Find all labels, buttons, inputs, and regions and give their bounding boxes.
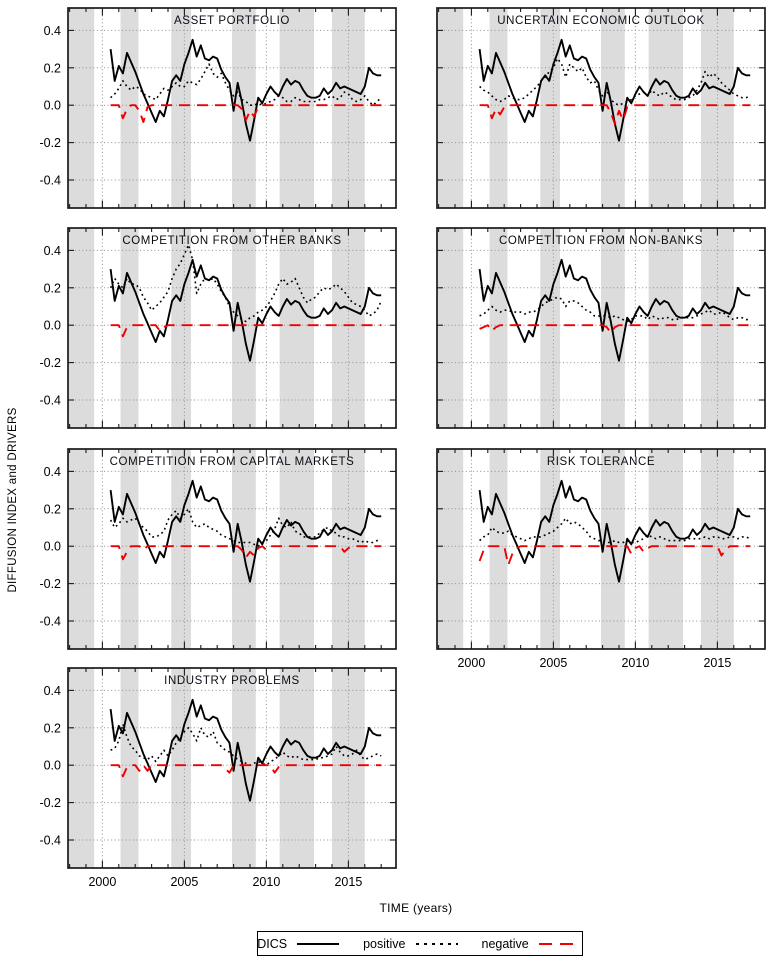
svg-text:0.2: 0.2 — [44, 502, 61, 516]
svg-text:-0.4: -0.4 — [39, 834, 61, 848]
legend: DICS positive negative — [257, 931, 583, 956]
svg-text:0.2: 0.2 — [44, 721, 61, 735]
svg-text:ASSET PORTFOLIO: ASSET PORTFOLIO — [174, 15, 290, 27]
competition-from-non-banks-chart: COMPETITION FROM NON-BANKS — [436, 227, 766, 429]
svg-text:2015: 2015 — [703, 656, 731, 670]
panel-asset-portfolio: ASSET PORTFOLIO 0.4 0.2 0.0 -0.2 -0.4 — [32, 2, 404, 234]
svg-text:2005: 2005 — [539, 656, 567, 670]
competition-from-other-banks-chart: COMPETITION FROM OTHER BANKS 0.4 0.2 0.0 -0.… — [39, 227, 397, 429]
risk-tolerance-chart: RISK TOLERANCE 2000 2005 2010 2015 — [436, 448, 766, 670]
legend-item-positive: positive — [363, 937, 459, 951]
svg-text:-0.2: -0.2 — [39, 577, 61, 591]
y-axis-label: DIFFUSION INDEX and DRIVERS — [7, 407, 19, 593]
svg-text:0.4: 0.4 — [44, 244, 61, 258]
legend-label-positive: positive — [363, 936, 406, 951]
svg-text:0.4: 0.4 — [44, 465, 61, 479]
uncertain-economic-outlook-chart: UNCERTAIN ECONOMIC OUTLOOK — [436, 7, 766, 209]
dotted-line-sample-icon — [415, 942, 458, 945]
svg-text:0.0: 0.0 — [44, 540, 61, 554]
svg-text:-0.4: -0.4 — [39, 394, 61, 408]
panel-industry-problems: INDUSTRY PROBLEMS 0.4 0.2 0.0 -0.2 -0.4 2000 20… — [32, 662, 404, 894]
svg-text:-0.4: -0.4 — [39, 174, 61, 188]
legend-label-dics: DICS — [257, 936, 288, 951]
panel-uncertain-economic-outlook: UNCERTAIN ECONOMIC OUTLOOK — [401, 2, 770, 234]
svg-text:2010: 2010 — [621, 656, 649, 670]
svg-text:INDUSTRY PROBLEMS: INDUSTRY PROBLEMS — [164, 675, 300, 687]
panel-competition-from-non-banks: COMPETITION FROM NON-BANKS — [401, 222, 770, 454]
svg-text:0.4: 0.4 — [44, 24, 61, 38]
svg-text:2005: 2005 — [170, 875, 198, 889]
svg-text:-0.2: -0.2 — [39, 796, 61, 810]
legend-label-negative: negative — [481, 936, 529, 951]
svg-text:-0.2: -0.2 — [39, 136, 61, 150]
svg-text:-0.4: -0.4 — [39, 615, 61, 629]
solid-line-sample-icon — [297, 942, 340, 945]
competition-from-capital-markets-chart: COMPETITION FROM CAPITAL MARKETS 0.4 0.2 0.… — [39, 448, 397, 650]
legend-item-dics: DICS — [257, 937, 341, 951]
svg-text:0.4: 0.4 — [44, 684, 61, 698]
svg-text:COMPETITION FROM OTHER BANKS: COMPETITION FROM OTHER BANKS — [122, 235, 341, 247]
svg-text:COMPETITION FROM CAPITAL MARKE: COMPETITION FROM CAPITAL MARKETS — [110, 456, 355, 468]
x-axis-label: TIME (years) — [379, 901, 453, 915]
svg-text:RISK TOLERANCE: RISK TOLERANCE — [547, 456, 655, 468]
svg-text:2000: 2000 — [88, 875, 116, 889]
svg-text:COMPETITION FROM NON-BANKS: COMPETITION FROM NON-BANKS — [499, 235, 703, 247]
svg-text:2000: 2000 — [457, 656, 485, 670]
svg-text:2015: 2015 — [334, 875, 362, 889]
svg-text:0.0: 0.0 — [44, 319, 61, 333]
panel-risk-tolerance: RISK TOLERANCE 2000 2005 2010 2015 — [401, 443, 770, 675]
svg-text:2010: 2010 — [252, 875, 280, 889]
svg-text:0.0: 0.0 — [44, 99, 61, 113]
svg-text:0.0: 0.0 — [44, 759, 61, 773]
panel-competition-from-capital-markets: COMPETITION FROM CAPITAL MARKETS 0.4 0.2 0.… — [32, 443, 404, 675]
legend-item-negative: negative — [482, 937, 583, 951]
asset-portfolio-chart: ASSET PORTFOLIO 0.4 0.2 0.0 -0.2 -0.4 — [39, 7, 397, 209]
industry-problems-chart: INDUSTRY PROBLEMS 0.4 0.2 0.0 -0.2 -0.4 2000 20… — [39, 667, 397, 889]
svg-text:UNCERTAIN ECONOMIC OUTLOOK: UNCERTAIN ECONOMIC OUTLOOK — [497, 15, 705, 27]
svg-text:0.2: 0.2 — [44, 281, 61, 295]
svg-text:-0.2: -0.2 — [39, 356, 61, 370]
svg-text:0.2: 0.2 — [44, 61, 61, 75]
panel-competition-from-other-banks: COMPETITION FROM OTHER BANKS 0.4 0.2 0.0 -0.… — [32, 222, 404, 454]
red-dashed-line-sample-icon — [538, 942, 581, 945]
